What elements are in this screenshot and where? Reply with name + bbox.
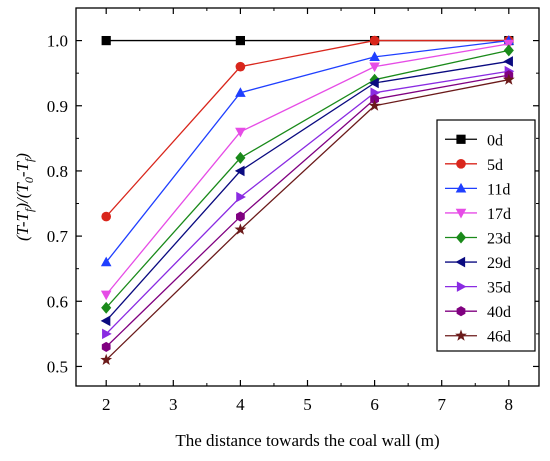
x-tick-label: 2 [102, 395, 111, 414]
marker-diamond [235, 151, 246, 164]
marker-triangle-left [503, 56, 513, 67]
marker-hexagon [236, 211, 245, 222]
legend-label: 0d [487, 132, 503, 149]
marker-square [235, 35, 245, 46]
marker-hexagon [370, 94, 379, 105]
marker-triangle-left [234, 165, 245, 177]
series-line [105, 43, 509, 296]
marker-circle [235, 61, 246, 72]
marker-hexagon [101, 341, 111, 352]
marker-diamond [503, 44, 514, 57]
y-tick-label: 1.0 [47, 32, 68, 51]
legend-label: 5d [487, 157, 503, 174]
y-tick-label: 0.5 [47, 357, 68, 376]
marker-star [234, 223, 247, 235]
legend-item: 5d [445, 157, 503, 174]
x-tick-label: 7 [437, 395, 446, 414]
marker-triangle-up [369, 51, 380, 62]
legend-item: 35d [445, 280, 511, 297]
marker-triangle-down [100, 290, 112, 301]
series-23d [101, 44, 514, 314]
y-tick-label: 0.8 [47, 162, 68, 181]
marker-triangle-down [235, 127, 246, 138]
legend-label: 40d [487, 304, 511, 321]
x-tick-label: 3 [169, 395, 178, 414]
legend-label: 46d [487, 329, 511, 346]
marker-star [368, 99, 381, 111]
y-tick-label: 0.7 [47, 227, 69, 246]
y-tick-label: 0.9 [47, 97, 68, 116]
marker-triangle-left [100, 315, 111, 327]
series-line [105, 60, 509, 322]
marker-triangle-left [369, 77, 379, 89]
x-tick-label: 5 [303, 395, 312, 414]
marker-square [101, 35, 111, 46]
y-axis-title: (T-Tf)/(T0-Tf) [13, 153, 36, 241]
legend-label: 11d [487, 181, 510, 198]
marker-triangle-right [102, 328, 112, 340]
legend-item: 29d [445, 255, 511, 272]
x-axis: 2 3 4 5 6 7 8 [102, 8, 513, 414]
legend-label: 35d [487, 280, 511, 297]
marker-triangle-down [369, 62, 380, 73]
x-tick-label: 6 [370, 395, 379, 414]
y-axis: 0.5 0.6 0.7 0.8 0.9 1.0 [47, 32, 539, 376]
series-line [105, 70, 509, 335]
marker-circle [101, 211, 112, 222]
x-tick-label: 4 [236, 395, 245, 414]
series-line [105, 49, 509, 309]
series-29d [100, 56, 513, 327]
legend-item: 11d [445, 181, 510, 198]
marker-triangle-up [235, 87, 246, 97]
legend: 0d 5d 11d 17d 23d 29d 35d 40d 46d [436, 119, 536, 352]
marker-triangle-left [455, 256, 466, 268]
marker-triangle-down [455, 208, 467, 219]
marker-triangle-up [455, 182, 467, 193]
legend-label: 29d [487, 255, 511, 272]
marker-diamond [455, 231, 467, 244]
marker-triangle-right [456, 281, 467, 292]
series-layer [100, 35, 515, 365]
series-line [105, 79, 509, 361]
y-tick-label: 0.6 [47, 292, 68, 311]
legend-item: 46d [445, 329, 511, 346]
marker-triangle-right [236, 191, 246, 203]
marker-square [456, 134, 466, 144]
legend-item: 23d [445, 231, 511, 248]
marker-diamond [101, 301, 112, 314]
y-axis-title-part: )/(T [13, 182, 32, 210]
legend-item: 40d [445, 304, 511, 321]
marker-triangle-up [100, 256, 112, 267]
series-46d [100, 73, 515, 365]
marker-star [455, 329, 467, 341]
x-tick-label: 8 [505, 395, 514, 414]
legend-label: 23d [487, 231, 511, 248]
marker-star [502, 73, 515, 85]
y-axis-title-part: f [22, 207, 36, 212]
series-line [105, 74, 509, 348]
legend-label: 17d [487, 206, 511, 223]
marker-diamond [369, 73, 380, 86]
marker-hexagon [456, 306, 466, 317]
legend-box [436, 119, 536, 352]
y-axis-title-part: (T-T [13, 210, 32, 241]
series-line [105, 39, 509, 263]
legend-item: 0d [445, 132, 503, 149]
y-axis-title-part: ) [13, 153, 32, 160]
marker-circle [456, 159, 466, 169]
series-line [105, 39, 509, 217]
y-axis-title-part: 0 [22, 177, 36, 183]
y-axis-title-part: f [22, 157, 36, 162]
marker-star [100, 353, 113, 365]
x-axis-title: The distance towards the coal wall (m) [175, 431, 439, 450]
legend-item: 17d [445, 206, 511, 223]
y-axis-title-part: -T [13, 160, 32, 177]
marker-circle [369, 35, 380, 46]
